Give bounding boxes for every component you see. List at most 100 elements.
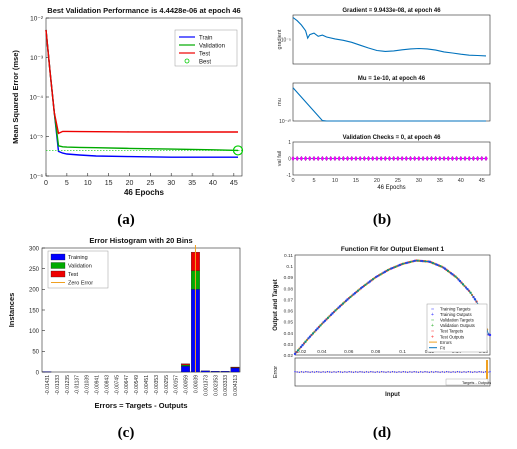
- panel-c-legend-label: Test: [68, 272, 79, 278]
- panel-b-valfail-marker: [383, 155, 388, 162]
- caption-c: (c): [118, 425, 135, 441]
- panel-c-category-label: -0.00157: [174, 375, 180, 395]
- panel-a-legend-swatch: [184, 58, 190, 64]
- panel-d-error-marker: [432, 371, 435, 373]
- panel-c-ytick-label: 150: [29, 308, 40, 314]
- panel-d-error-marker: [311, 371, 314, 373]
- panel-d-error-marker: [309, 371, 311, 373]
- panel-c-category-label: -0.00255: [164, 375, 170, 395]
- panel-a-legend-label: Train: [199, 35, 212, 41]
- panel-d-ytick-label: 0.02: [284, 353, 294, 359]
- panel-b-valfail-marker: [438, 155, 442, 162]
- panel-d-error-marker: [374, 371, 376, 373]
- panel-b-valfail-marker: [467, 155, 471, 162]
- panel-c-bar-validation: [181, 364, 190, 367]
- panel-d-error-marker: [430, 371, 433, 373]
- panel-d-error-marker: [363, 371, 366, 373]
- panel-d-xtick-label: 0.06: [344, 349, 354, 355]
- panel-c-category-label: -0.00745: [114, 375, 120, 395]
- panel-b-valfail-marker: [454, 155, 459, 162]
- panel-c-category-label: 0.003333: [223, 375, 229, 396]
- panel-b-valfail-marker: [337, 155, 341, 162]
- panel-d-error-marker: [458, 371, 461, 373]
- panel-b-subtitle: Gradient = 9.9433e-08, at epoch 46: [342, 8, 441, 14]
- panel-c-legend-swatch: [50, 262, 66, 269]
- panel-d-error-marker: [393, 371, 396, 373]
- panel-c-ytick-label: 50: [32, 350, 39, 356]
- panel-c-bar-test: [181, 363, 190, 366]
- panel-c-bar-training: [230, 367, 240, 373]
- panel-d-error-marker: [328, 371, 331, 373]
- panel-b-valfail-marker: [408, 155, 413, 162]
- panel-d-error-marker: [302, 371, 305, 373]
- panel-c-category-label: -0.00843: [104, 375, 110, 395]
- panel-c-bar-test: [230, 366, 240, 368]
- panel-c-ytick-label: 300: [29, 246, 40, 252]
- panel-d-legend-label: Test Outputs: [440, 334, 464, 339]
- panel-a-ytick-label: 10⁻⁴: [30, 95, 44, 102]
- panel-b-ytick-label: 0: [288, 157, 291, 163]
- panel-d-x-extra-label: 0.02: [297, 349, 307, 355]
- panel-c-category-label: -0.00059: [184, 375, 190, 395]
- panel-d-error-legend: [445, 378, 489, 386]
- panel-a-legend-label: Best: [199, 59, 211, 65]
- panel-d-error-marker: [476, 371, 478, 373]
- panel-d-legend-marker: ○: [431, 318, 434, 324]
- panel-a-series-test: [45, 29, 238, 135]
- panel-b-xtick-label: 35: [437, 178, 443, 184]
- panel-c-legend-label: Training: [68, 255, 88, 261]
- panel-b-valfail-marker: [341, 155, 346, 162]
- panel-d-error-marker: [333, 371, 335, 373]
- panel-a-xtick-label: 5: [65, 180, 69, 187]
- panel-b-valfail-marker: [295, 155, 299, 162]
- panel-d-error-marker: [357, 371, 359, 373]
- panel-a-ytick-label: 10⁻⁶: [30, 174, 44, 181]
- panel-d-legend: [426, 303, 488, 353]
- panel-c-ytick-label: 100: [29, 329, 40, 335]
- panel-b-valfail-marker: [475, 155, 480, 162]
- panel-d-legend-label: Training Outputs: [440, 312, 472, 317]
- panel-d-error-marker: [380, 371, 383, 373]
- panel-d-error-marker: [450, 371, 452, 373]
- panel-c-category-label: 0.002353: [213, 375, 219, 396]
- panel-b-valfail-marker: [471, 155, 476, 162]
- panel-c-ytick-label: 200: [29, 288, 40, 294]
- panel-d-error-marker: [478, 371, 480, 373]
- panel-b-valfail-marker: [349, 155, 354, 162]
- panel-b-valfail-marker: [396, 155, 400, 162]
- panel-d-function-fit: Function Fit for Output Element 10.020.0…: [273, 246, 491, 398]
- panel-b-valfail-marker: [412, 155, 417, 162]
- panel-c-category-label: -0.01431: [45, 375, 51, 395]
- panel-a-ytick-label: 10⁻⁵: [30, 134, 44, 141]
- panel-d-error-marker: [389, 371, 392, 373]
- panel-d-error-marker: [402, 371, 405, 373]
- panel-b-valfail-marker: [425, 155, 430, 162]
- panel-b-valfail-marker: [400, 155, 404, 162]
- panel-b-valfail-marker: [391, 155, 396, 162]
- panel-b-ytick-label: 10⁻¹⁰: [279, 119, 291, 125]
- panel-b-ylabel: mu: [277, 98, 283, 106]
- panel-d-ytick-label: 0.1: [286, 264, 293, 270]
- panel-b-axes-0: [292, 14, 491, 65]
- panel-d-legend-marker: ○: [431, 329, 434, 335]
- panel-d-title: Function Fit for Output Element 1: [341, 246, 445, 253]
- panel-c-category-label: -0.01235: [65, 375, 71, 395]
- panel-b-valfail-marker: [379, 155, 383, 162]
- panel-d-error-marker: [411, 371, 413, 373]
- panel-b-valfail-marker: [433, 155, 438, 162]
- panel-d-error-marker: [415, 371, 418, 373]
- panel-b-valfail-marker: [421, 155, 425, 162]
- panel-b-valfail-marker: [370, 155, 375, 162]
- panel-d-error-marker: [324, 371, 327, 373]
- panel-d-error-marker: [367, 371, 370, 373]
- panel-d-error-marker: [404, 371, 407, 373]
- panel-b-valfail-marker: [354, 155, 358, 162]
- panel-d-error-marker: [370, 371, 372, 373]
- panel-b-valfail-marker: [299, 155, 304, 162]
- panel-d-error-marker: [352, 371, 355, 373]
- panel-b-ytick-label: -1: [287, 173, 292, 179]
- panel-d-error-marker: [348, 371, 350, 373]
- panel-b-valfail-marker: [463, 155, 467, 162]
- panel-d-error-marker: [445, 371, 448, 373]
